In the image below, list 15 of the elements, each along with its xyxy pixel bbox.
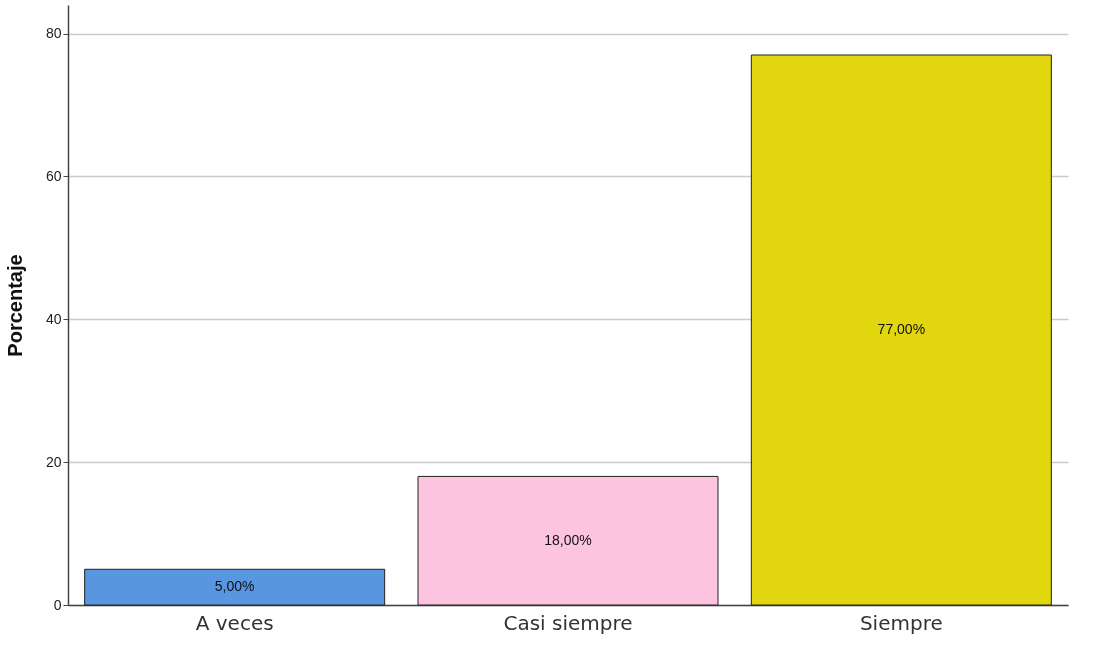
data-label: 77,00%: [877, 321, 926, 337]
y-axis-title: Porcentaje: [3, 254, 26, 357]
bar: [750, 54, 1052, 606]
data-label: 5,00%: [214, 578, 255, 595]
y-tick-label: 0: [53, 596, 62, 613]
x-tick-label: Casi siempre: [503, 610, 633, 635]
y-tick-label: 40: [45, 310, 62, 327]
y-tick-label: 80: [45, 25, 62, 42]
y-tick-label: 60: [45, 167, 62, 184]
bar: [417, 475, 719, 606]
x-tick-label: A veces: [195, 610, 274, 635]
y-tick-label: 20: [45, 453, 62, 470]
x-tick-label: Siempre: [859, 610, 943, 635]
bar: [84, 568, 386, 606]
data-label: 18,00%: [544, 531, 592, 548]
